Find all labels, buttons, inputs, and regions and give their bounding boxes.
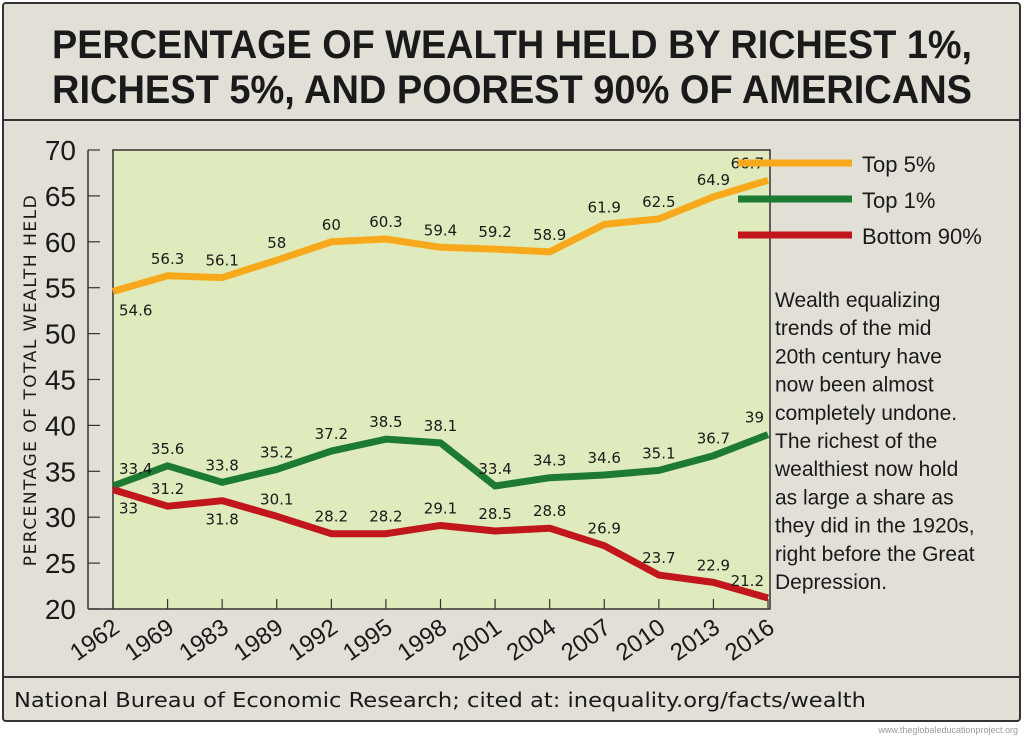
data-label-top-5: 59.2 bbox=[478, 223, 511, 241]
annotation-line: The richest of the bbox=[775, 430, 937, 453]
data-label-bottom-90: 31.2 bbox=[151, 480, 184, 498]
series-line-bottom-90 bbox=[111, 486, 769, 602]
data-label-top-5: 64.9 bbox=[697, 171, 730, 189]
data-label-top-1: 33.4 bbox=[119, 460, 152, 478]
source-citation: National Bureau of Economic Research; ci… bbox=[14, 688, 866, 712]
series-line-top-5 bbox=[112, 176, 770, 295]
series-line-top-1 bbox=[111, 431, 770, 490]
y-tick-label: 30 bbox=[45, 502, 76, 533]
data-label-top-5: 61.9 bbox=[588, 198, 621, 216]
y-tick-label: 65 bbox=[45, 181, 76, 212]
data-label-top-1: 35.2 bbox=[260, 443, 293, 461]
data-label-top-1: 35.1 bbox=[642, 444, 675, 462]
data-label-top-1: 39 bbox=[745, 409, 764, 427]
data-label-top-1: 33.8 bbox=[205, 456, 238, 474]
data-label-bottom-90: 23.7 bbox=[642, 549, 675, 567]
data-label-top-1: 34.6 bbox=[588, 449, 621, 467]
data-label-bottom-90: 29.1 bbox=[424, 499, 457, 517]
data-label-top-5: 60.3 bbox=[369, 213, 402, 231]
watermark: www.theglobaleducationproject.org bbox=[877, 725, 1018, 735]
data-label-bottom-90: 28.2 bbox=[369, 508, 402, 526]
legend-item-top-1: Top 1% bbox=[738, 188, 935, 213]
data-label-bottom-90: 28.5 bbox=[478, 505, 511, 523]
annotation-line: now been almost bbox=[775, 374, 934, 397]
data-label-top-1: 34.3 bbox=[533, 452, 566, 470]
chart-title-line1: PERCENTAGE OF WEALTH HELD BY RICHEST 1%, bbox=[52, 23, 972, 67]
data-label-top-5: 56.1 bbox=[205, 252, 238, 270]
y-tick-label: 45 bbox=[45, 365, 76, 396]
annotation-line: trends of the mid bbox=[775, 317, 931, 340]
annotation-line: completely undone. bbox=[775, 402, 957, 425]
annotation-line: as large a share as bbox=[775, 486, 954, 509]
legend-label: Top 1% bbox=[862, 188, 935, 213]
annotation-line: Wealth equalizing bbox=[775, 289, 940, 312]
plot-area bbox=[112, 149, 771, 610]
data-label-bottom-90: 26.9 bbox=[588, 520, 621, 538]
data-label-top-5: 58.9 bbox=[533, 226, 566, 244]
data-label-top-1: 37.2 bbox=[315, 425, 348, 443]
y-tick-label: 20 bbox=[45, 594, 76, 625]
annotation-line: right before the Great bbox=[775, 543, 975, 566]
data-label-top-5: 59.4 bbox=[424, 221, 457, 239]
y-tick-label: 50 bbox=[45, 319, 76, 350]
y-tick-label: 35 bbox=[45, 456, 76, 487]
data-label-top-1: 35.6 bbox=[151, 440, 184, 458]
legend-label: Top 5% bbox=[862, 152, 935, 177]
y-tick-label: 60 bbox=[45, 227, 76, 258]
data-label-top-1: 38.1 bbox=[424, 417, 457, 435]
data-label-bottom-90: 28.8 bbox=[533, 502, 566, 520]
annotation-line: Depression. bbox=[775, 571, 887, 594]
y-tick-label: 40 bbox=[45, 410, 76, 441]
data-label-top-5: 60 bbox=[322, 216, 341, 234]
data-label-bottom-90: 28.2 bbox=[315, 508, 348, 526]
data-label-top-5: 56.3 bbox=[151, 250, 184, 268]
data-label-bottom-90: 30.1 bbox=[260, 490, 293, 508]
annotation-line: wealthiest now hold bbox=[774, 458, 958, 481]
data-label-top-1: 38.5 bbox=[369, 413, 402, 431]
legend-label: Bottom 90% bbox=[862, 224, 982, 249]
data-label-bottom-90: 21.2 bbox=[731, 572, 764, 590]
data-label-top-5: 58 bbox=[267, 234, 286, 252]
y-tick-label: 70 bbox=[45, 135, 76, 166]
y-axis-label: PERCENTAGE OF TOTAL WEALTH HELD bbox=[21, 194, 41, 566]
data-label-top-1: 36.7 bbox=[697, 430, 730, 448]
data-label-bottom-90: 33 bbox=[119, 500, 138, 518]
y-tick-label: 25 bbox=[45, 548, 76, 579]
legend-item-bottom-90: Bottom 90% bbox=[738, 224, 982, 249]
data-label-bottom-90: 22.9 bbox=[697, 556, 730, 574]
data-label-top-5: 54.6 bbox=[119, 301, 152, 319]
annotation-line: they did in the 1920s, bbox=[775, 515, 975, 538]
annotation-line: 20th century have bbox=[775, 345, 942, 368]
data-label-top-1: 33.4 bbox=[478, 460, 511, 478]
chart-title-line2: RICHEST 5%, AND POOREST 90% OF AMERICANS bbox=[52, 68, 972, 112]
data-label-bottom-90: 31.8 bbox=[205, 511, 238, 529]
data-label-top-5: 62.5 bbox=[642, 193, 675, 211]
legend-item-top-5: Top 5% bbox=[738, 152, 935, 177]
y-tick-label: 55 bbox=[45, 273, 76, 304]
